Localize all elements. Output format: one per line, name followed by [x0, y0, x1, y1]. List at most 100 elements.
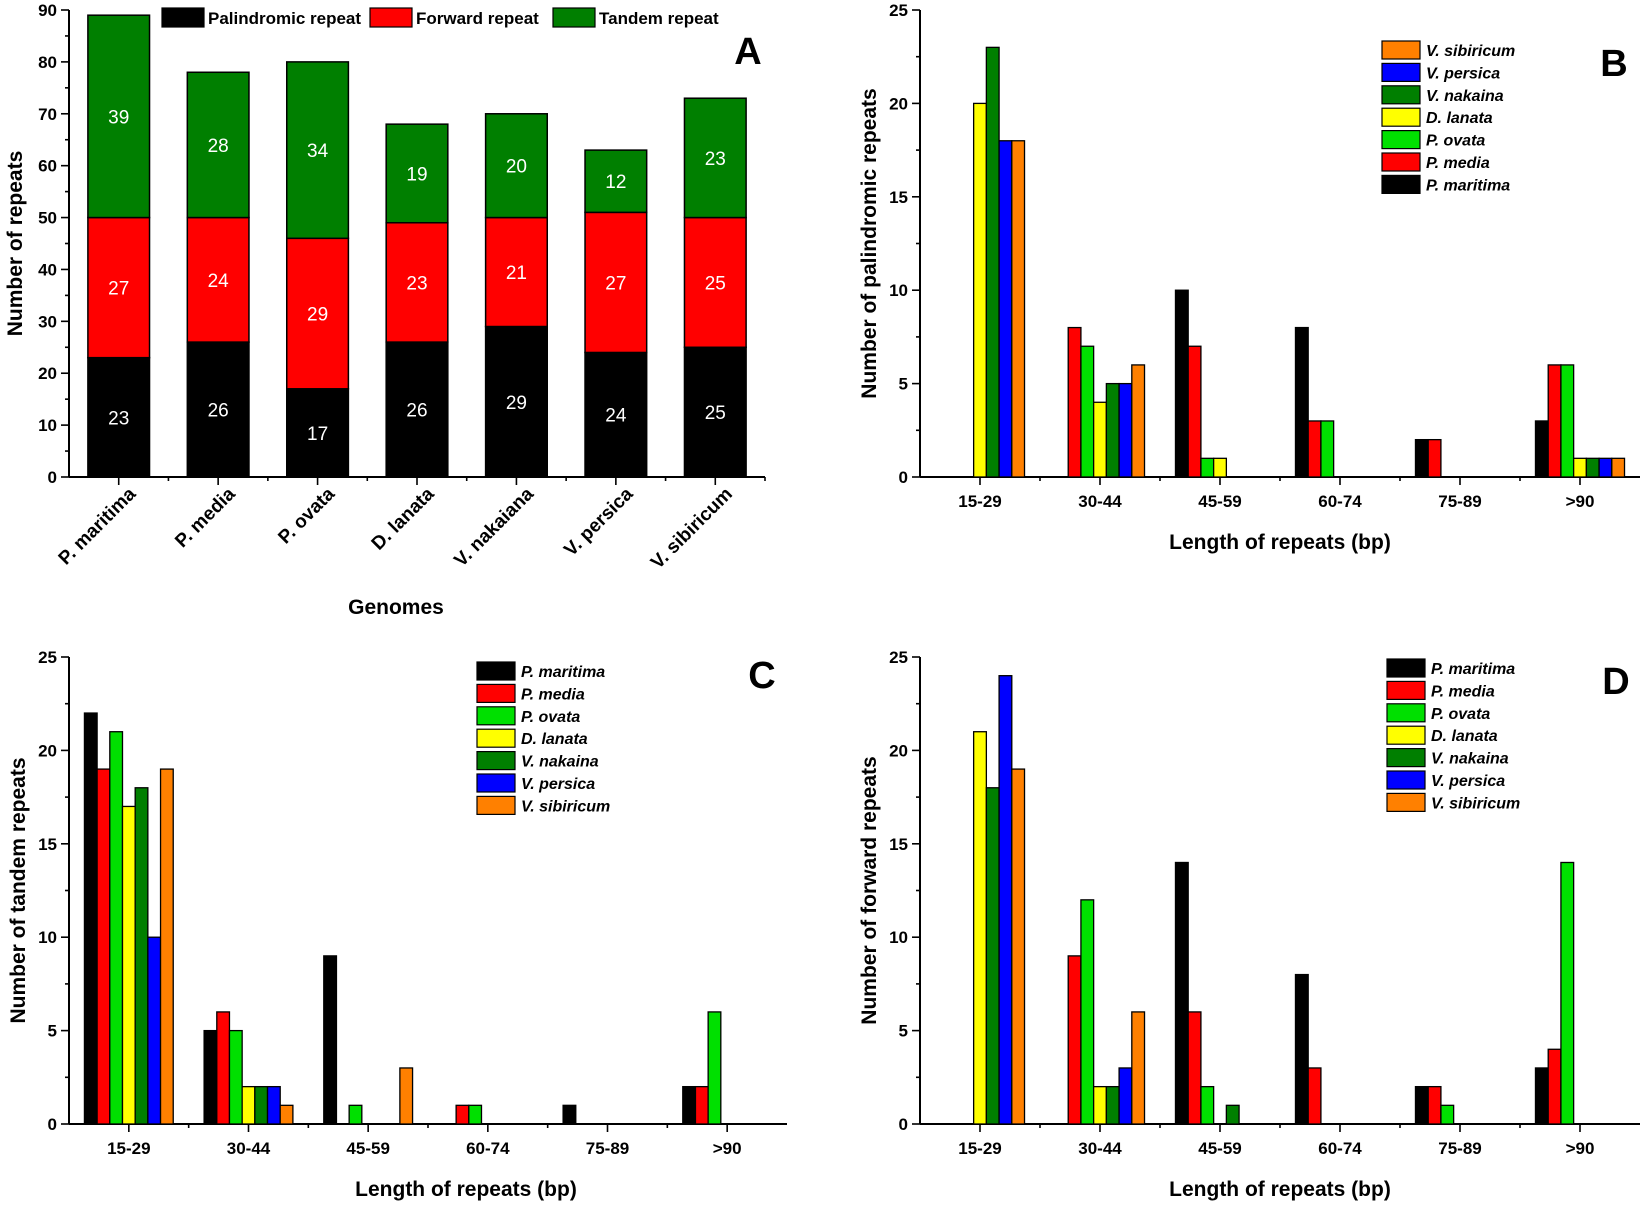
bar-p-ovata-30-44	[1080, 899, 1095, 1125]
legend-swatch-forward-repeat	[369, 7, 413, 28]
y-tick-label: 10	[38, 928, 57, 947]
bar-p-ovata-30-44	[1080, 345, 1095, 478]
legend-label: P. ovata	[1431, 706, 1490, 723]
y-tick-label: 25	[889, 1, 908, 20]
y-axis-title: Number of tandem repeats	[7, 757, 30, 1023]
bar-v-nakaina-30-44	[1105, 382, 1120, 478]
x-tick-label: 75-89	[1438, 492, 1481, 511]
legend-label: V. persica	[521, 776, 595, 793]
y-tick-label: 30	[38, 312, 57, 331]
bar-tandem-repeat-p-ovata	[285, 61, 350, 240]
legend-swatch-p-maritima	[1386, 658, 1426, 678]
x-tick-label: V. nakaiana	[450, 483, 538, 571]
bar-p-ovata-60-74	[468, 1104, 483, 1125]
y-tick-label: 60	[38, 157, 57, 176]
bar-v-nakaina-45-59	[1225, 1104, 1240, 1125]
legend-label: V. persica	[1426, 65, 1500, 82]
y-tick-label: 10	[889, 281, 908, 300]
data-label: 26	[406, 401, 427, 422]
legend-swatch-v-sibiricum	[1381, 40, 1421, 60]
y-tick-label: 15	[889, 835, 908, 854]
bar-p-maritima-45-59	[1174, 289, 1189, 478]
bar-p-ovata-90	[707, 1011, 722, 1125]
legend-swatch-p-media	[1386, 680, 1426, 701]
bar-tandem-repeat-p-maritima	[87, 14, 151, 219]
y-tick-label: 70	[38, 105, 57, 124]
x-tick-label: >90	[1566, 1139, 1595, 1158]
legend-label: Tandem repeat	[599, 9, 719, 28]
legend-label: P. ovata	[1426, 133, 1485, 150]
bar-v-sibiricum-30-44	[279, 1104, 294, 1125]
bar-p-ovata-45-59	[348, 1104, 363, 1125]
y-tick-label: 0	[48, 1115, 57, 1134]
bar-p-maritima-60-74	[1294, 973, 1309, 1125]
bar-p-ovata-90	[1560, 364, 1575, 478]
bar-p-ovata-60-74	[1320, 420, 1335, 478]
legend-label: P. maritima	[521, 664, 605, 681]
panel-letter-b: B	[1600, 43, 1627, 85]
legend-swatch-d-lanata	[476, 728, 516, 748]
y-axis-title: Number of forward repeats	[858, 756, 881, 1024]
y-tick-label: 50	[38, 209, 57, 228]
panel-d-chart: 0 5 10 15 20 25 15-29 30-44 45-59 60-74 75-89 >90 Nu…	[858, 648, 1640, 1201]
panel-a-chart: 0 10 20 30 40 50 60 70 80 90 23 27 39 P. maritima 26 24…	[4, 1, 766, 619]
bar-v-persica-30-44	[266, 1085, 281, 1125]
x-tick-label: D. lanata	[368, 483, 439, 554]
bar-v-persica-15-29	[998, 675, 1013, 1125]
bar-d-lanata-30-44	[1092, 401, 1108, 478]
legend-swatch-v-nakaina	[1381, 85, 1421, 105]
bar-v-nakaina-30-44	[254, 1085, 269, 1125]
y-tick-label: 80	[38, 53, 57, 72]
bar-p-media-30-44	[216, 1011, 231, 1125]
bar-p-media-75-89	[1427, 1085, 1442, 1125]
y-tick-label: 5	[899, 1022, 908, 1041]
bar-v-sibiricum-30-44	[1131, 364, 1146, 478]
bar-p-media-60-74	[455, 1104, 470, 1125]
bar-v-nakaina-15-29	[134, 787, 149, 1125]
y-tick-label: 0	[899, 1115, 908, 1134]
data-label: 25	[705, 403, 726, 424]
bar-v-persica-30-44	[1118, 382, 1133, 478]
bar-tandem-repeat-v-nakaiana	[484, 113, 549, 219]
bar-p-media-45-59	[1187, 345, 1202, 478]
bar-palindromic-repeat-p-media	[186, 341, 250, 478]
y-tick-label: 0	[48, 468, 57, 487]
legend: V. sibiricum V. persica V. nakaina D. lanat…	[1381, 40, 1515, 194]
bar-forward-repeat-v-nakaiana	[484, 216, 549, 328]
bar-p-media-90	[1547, 1048, 1562, 1125]
x-tick-label: P. ovata	[274, 483, 339, 548]
bar-p-ovata-30-44	[228, 1029, 243, 1125]
legend-label: V. nakaina	[1431, 751, 1509, 768]
data-label: 19	[406, 164, 427, 185]
x-tick-label: 45-59	[1198, 1139, 1241, 1158]
x-tick-label: P. media	[171, 483, 240, 552]
legend-swatch-v-persica	[1386, 770, 1426, 790]
bar-palindromic-repeat-v-nakaiana	[484, 325, 549, 478]
legend-label: D. lanata	[1426, 110, 1493, 127]
data-label: 20	[506, 157, 527, 178]
data-label: 29	[506, 393, 527, 414]
bar-palindromic-repeat-v-sibiricum	[683, 346, 747, 478]
bar-v-nakaina-90	[1585, 457, 1600, 478]
y-tick-label: 5	[899, 375, 908, 394]
y-tick-label: 20	[38, 741, 57, 760]
bar-p-ovata-15-29	[109, 731, 124, 1125]
bar-p-maritima-45-59	[1174, 861, 1189, 1125]
bar-v-nakaina-30-44	[1105, 1085, 1120, 1125]
legend-swatch-d-lanata	[1386, 725, 1426, 745]
x-tick-label: P. maritima	[55, 483, 141, 569]
bar-v-persica-30-44	[1118, 1067, 1133, 1125]
bar-v-sibiricum-15-29	[159, 768, 174, 1125]
legend-label: P. media	[1431, 683, 1495, 700]
bar-p-ovata-75-89	[1440, 1104, 1455, 1125]
legend: Palindromic repeat Forward repeat Tandem r…	[161, 7, 719, 28]
x-tick-label: 75-89	[1438, 1139, 1481, 1158]
legend-swatch-palindromic-repeat	[161, 7, 205, 28]
y-tick-label: 90	[38, 1, 57, 20]
bar-palindromic-repeat-p-maritima	[87, 356, 151, 478]
x-tick-label: >90	[1566, 492, 1595, 511]
legend-swatch-v-nakaina	[1386, 747, 1426, 768]
bar-forward-repeat-v-persica	[584, 211, 648, 354]
bar-d-lanata-15-29	[121, 805, 136, 1125]
bar-v-nakaina-15-29	[985, 787, 1000, 1125]
